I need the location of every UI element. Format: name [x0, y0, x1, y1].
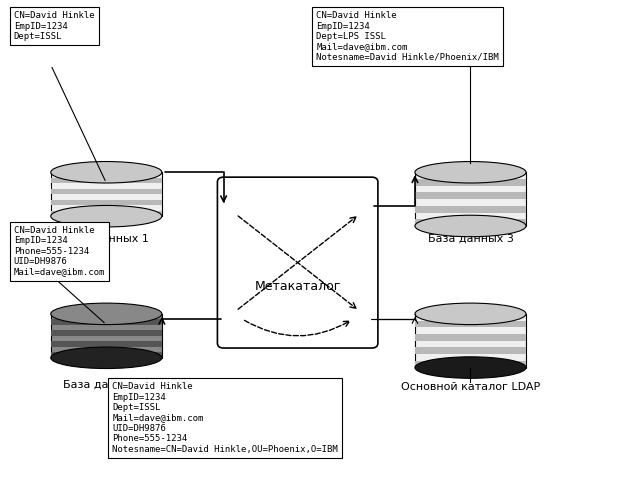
- Bar: [51, 330, 162, 336]
- Text: Основной каталог LDAP: Основной каталог LDAP: [401, 382, 540, 392]
- Bar: [51, 319, 162, 325]
- Ellipse shape: [51, 162, 162, 183]
- Text: CN=David Hinkle
EmpID=1234
Dept=ISSL: CN=David Hinkle EmpID=1234 Dept=ISSL: [14, 11, 94, 41]
- Ellipse shape: [51, 205, 162, 227]
- Ellipse shape: [415, 215, 526, 237]
- Bar: [51, 353, 162, 358]
- Text: CN=David Hinkle
EmpID=1234
Dept=ISSL
Mail=dave@ibm.com
UID=DH9876
Phone=555-1234: CN=David Hinkle EmpID=1234 Dept=ISSL Mai…: [112, 382, 339, 454]
- Bar: [415, 321, 526, 327]
- Polygon shape: [51, 314, 162, 358]
- Polygon shape: [415, 172, 526, 226]
- Text: CN=David Hinkle
EmpID=1234
Phone=555-1234
UID=DH9876
Mail=dave@ibm.com: CN=David Hinkle EmpID=1234 Phone=555-123…: [14, 226, 105, 276]
- Ellipse shape: [415, 303, 526, 325]
- Bar: [415, 219, 526, 226]
- Polygon shape: [415, 314, 526, 368]
- Polygon shape: [51, 172, 162, 216]
- Bar: [415, 334, 526, 341]
- Ellipse shape: [51, 303, 162, 325]
- Bar: [415, 361, 526, 368]
- Text: Метакаталог: Метакаталог: [254, 280, 341, 293]
- Bar: [51, 341, 162, 347]
- Bar: [415, 206, 526, 213]
- Ellipse shape: [415, 357, 526, 378]
- FancyBboxPatch shape: [218, 177, 378, 348]
- Text: База данных 2: База данных 2: [63, 380, 149, 390]
- Bar: [51, 178, 162, 183]
- Bar: [415, 348, 526, 354]
- Bar: [51, 189, 162, 194]
- Bar: [51, 200, 162, 205]
- Bar: [415, 192, 526, 199]
- Ellipse shape: [415, 162, 526, 183]
- Ellipse shape: [51, 347, 162, 369]
- Text: База данных 3: База данных 3: [428, 233, 513, 244]
- Text: База данных 1: База данных 1: [63, 233, 149, 244]
- Bar: [51, 211, 162, 216]
- Bar: [415, 179, 526, 186]
- Text: CN=David Hinkle
EmpID=1234
Dept=LPS ISSL
Mail=dave@ibm.com
Notesname=David Hinkl: CN=David Hinkle EmpID=1234 Dept=LPS ISSL…: [316, 11, 499, 62]
